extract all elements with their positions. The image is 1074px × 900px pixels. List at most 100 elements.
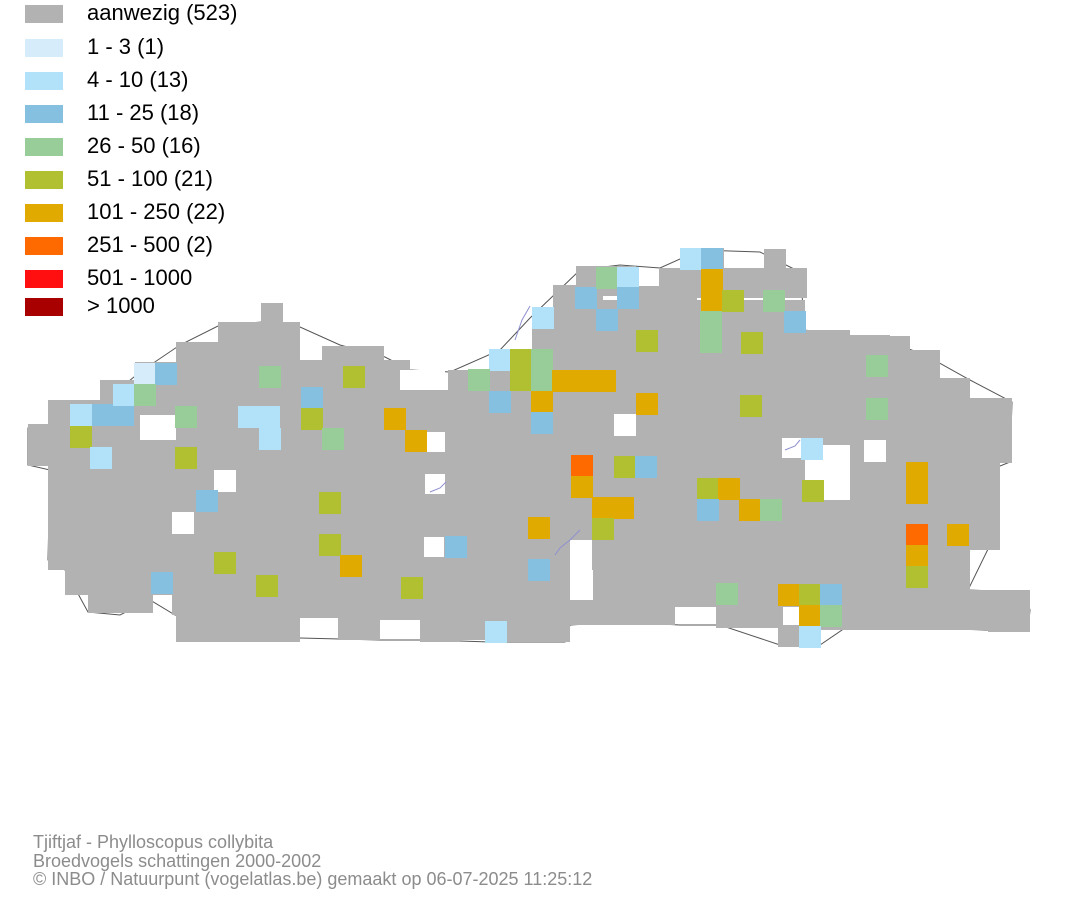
abundance-cell <box>697 499 719 521</box>
abundance-cell <box>489 391 511 413</box>
abundance-cell <box>343 366 365 388</box>
abundance-cell <box>468 369 490 391</box>
abundance-cell <box>401 577 423 599</box>
abundance-cell <box>571 476 593 498</box>
abundance-cell <box>256 575 278 597</box>
atlas-grid <box>28 248 1030 648</box>
abundance-cell <box>617 267 639 289</box>
abundance-cell <box>575 287 597 309</box>
abundance-cell <box>489 349 511 371</box>
presence-cell <box>172 580 300 615</box>
abundance-cell <box>384 408 406 430</box>
empty-cell <box>864 440 886 462</box>
abundance-cell <box>592 497 634 519</box>
abundance-cell <box>259 366 281 388</box>
legend-label: 101 - 250 (22) <box>87 199 226 224</box>
empty-cell <box>400 370 445 390</box>
species-name: Tjiftjaf - Phylloscopus collybita <box>33 832 274 852</box>
abundance-cell <box>906 545 928 567</box>
legend-label: aanwezig (523) <box>87 0 238 25</box>
abundance-cell <box>113 384 135 406</box>
abundance-cell <box>322 428 344 450</box>
abundance-cell <box>175 447 197 469</box>
empty-cell <box>614 414 636 436</box>
abundance-cell <box>592 518 614 540</box>
abundance-cell <box>301 408 323 430</box>
abundance-cell <box>528 517 550 539</box>
abundance-cell <box>760 499 782 521</box>
legend-swatch <box>25 270 63 288</box>
empty-cell <box>570 540 592 600</box>
abundance-cell <box>866 398 888 420</box>
abundance-cell <box>528 559 550 581</box>
abundance-cell <box>784 311 806 333</box>
legend: aanwezig (523) 1 - 3 (1) 4 - 10 (13) 11 - 2… <box>0 0 320 320</box>
river-line <box>784 439 801 451</box>
river-line <box>554 529 581 556</box>
abundance-cell <box>820 605 842 627</box>
abundance-cell <box>801 438 823 460</box>
abundance-cell <box>718 478 740 500</box>
abundance-cell <box>134 363 156 385</box>
empty-cell <box>214 470 236 492</box>
abundance-cell <box>741 332 763 354</box>
abundance-cell <box>740 395 762 417</box>
legend-swatch <box>25 171 63 189</box>
abundance-cell <box>90 447 112 469</box>
river-line <box>429 481 447 493</box>
abundance-cell <box>340 555 362 577</box>
abundance-cell <box>196 490 218 512</box>
empty-cell <box>425 432 445 452</box>
legend-label: 11 - 25 (18) <box>87 100 200 125</box>
presence-cell <box>255 610 298 638</box>
abundance-cell <box>636 330 658 352</box>
abundance-cell <box>552 370 616 392</box>
abundance-cell <box>532 307 554 329</box>
abundance-cell <box>701 248 723 270</box>
abundance-cell <box>799 584 821 606</box>
abundance-cell <box>820 584 842 606</box>
presence-cell <box>764 249 786 274</box>
abundance-cell <box>70 426 92 448</box>
abundance-cell <box>763 290 785 312</box>
legend-swatch <box>25 5 63 23</box>
abundance-cell <box>214 552 236 574</box>
empty-cell <box>782 438 804 458</box>
map-caption: Tjiftjaf - Phylloscopus collybita Broedv… <box>33 833 592 889</box>
legend-swatch <box>25 237 63 255</box>
abundance-cell <box>636 393 658 415</box>
abundance-cell <box>405 430 427 452</box>
abundance-cell <box>680 248 702 270</box>
abundance-cell <box>70 404 92 426</box>
legend-swatch <box>25 105 63 123</box>
presence-cell <box>88 585 153 613</box>
abundance-cell <box>319 534 341 556</box>
abundance-cell <box>571 455 593 477</box>
empty-cell <box>425 474 445 494</box>
presence-cell <box>338 615 380 640</box>
abundance-cell <box>151 572 173 594</box>
abundance-cell <box>531 391 553 413</box>
presence-cell <box>570 600 675 625</box>
legend-label: 501 - 1000 <box>87 265 193 290</box>
legend-label: > 1000 <box>87 293 155 318</box>
abundance-cell <box>739 499 761 521</box>
abundance-cell <box>485 621 507 643</box>
abundance-cell <box>596 309 618 331</box>
presence-cell <box>218 322 300 357</box>
presence-cell <box>988 590 1030 632</box>
empty-cell <box>172 512 194 534</box>
abundance-cell <box>445 536 467 558</box>
legend-label: 4 - 10 (13) <box>87 67 189 92</box>
abundance-cell <box>92 404 134 426</box>
credit-line: © INBO / Natuurpunt (vogelatlas.be) gema… <box>33 869 593 889</box>
abundance-cell <box>175 406 197 428</box>
abundance-cell <box>906 462 928 504</box>
abundance-cell <box>319 492 341 514</box>
legend-swatch <box>25 39 63 57</box>
legend-swatch <box>25 138 63 156</box>
abundance-cell <box>617 287 639 309</box>
legend-label: 251 - 500 (2) <box>87 232 213 257</box>
abundance-cell <box>596 267 618 289</box>
